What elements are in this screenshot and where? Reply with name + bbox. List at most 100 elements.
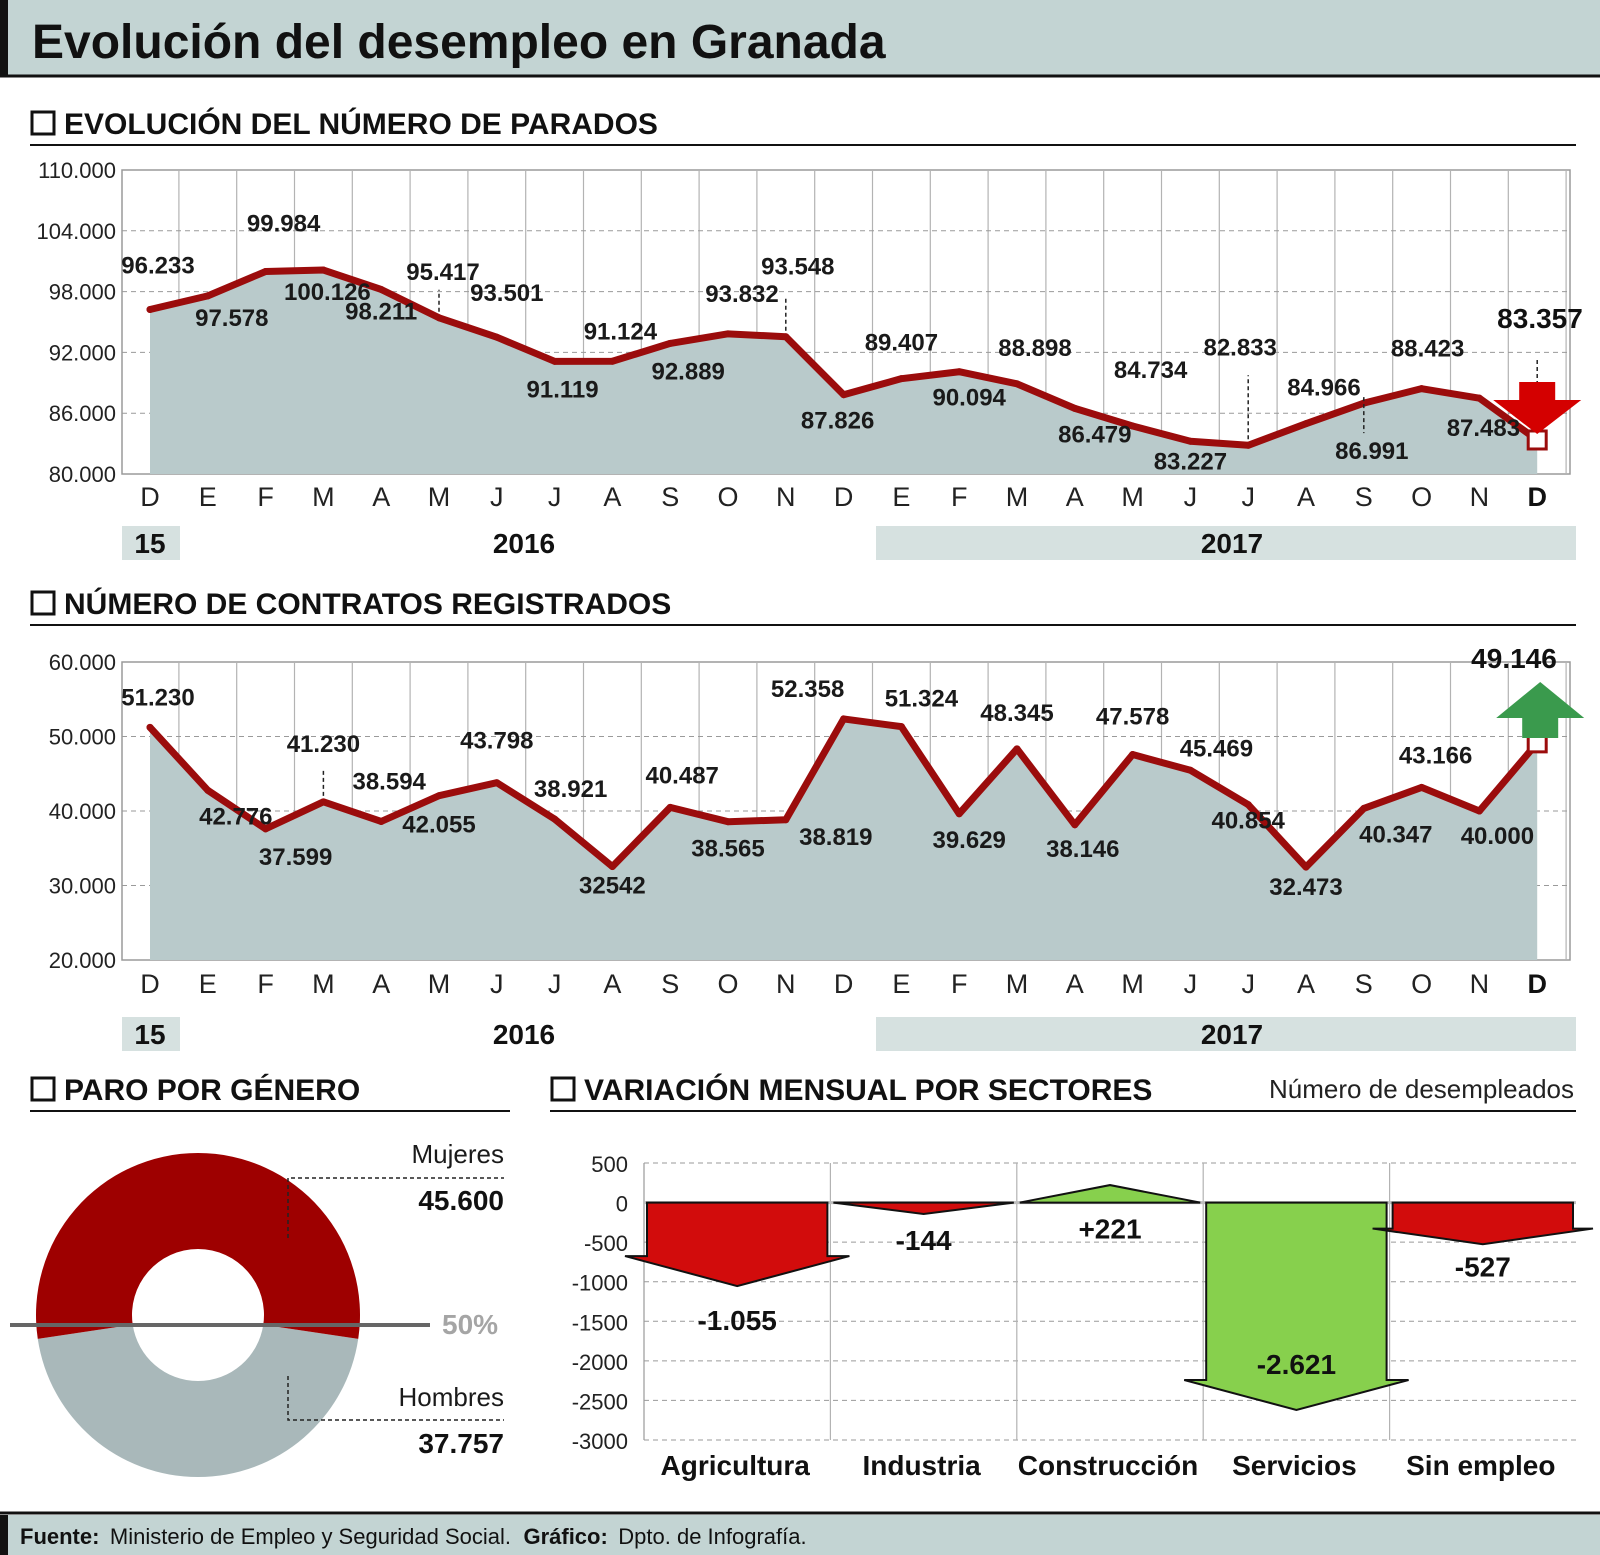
month-label: N [776,969,796,999]
mujeres-leader-line [287,1177,504,1238]
hombres-leader-line [287,1376,504,1421]
section-marker-icon [550,1076,576,1102]
data-point [724,330,732,338]
month-label: J [1241,482,1255,512]
title-accent-bar [0,0,8,76]
data-label: 93.832 [705,281,778,308]
month-label: F [951,969,968,999]
data-label: 99.984 [247,210,321,237]
footer-source-label: Fuente: [20,1524,99,1549]
footer-credits: Fuente: Ministerio de Empleo y Seguridad… [20,1524,807,1549]
data-label: 37.599 [259,844,332,871]
month-label: F [257,969,274,999]
month-label: D [834,969,854,999]
data-point [897,375,905,383]
mujeres-label: Mujeres [412,1139,504,1169]
data-label: 43.798 [460,728,533,755]
data-label: 92.889 [651,358,724,385]
data-point [1360,399,1368,407]
month-label: E [892,969,910,999]
data-label: 100.126 [284,279,371,306]
data-label: 38.146 [1046,836,1119,863]
sector-bar [1372,1201,1594,1246]
month-label: E [199,969,217,999]
sector-bar [1019,1184,1201,1204]
data-point [1129,422,1137,430]
year-band-2017 [876,526,1576,560]
sectores-chart-subtitle: Número de desempleados [1269,1074,1574,1104]
mujeres-value: 45.600 [418,1185,504,1216]
y-tick-label: 80.000 [49,462,116,487]
year-band-2015 [122,1017,180,1051]
y-tick-label: 92.000 [49,340,116,365]
contratos-area-chart: 60.000 50.000 40.000 30.000 20.000 51.230 42.7… [49,643,1585,1051]
pie-slice-hombres [37,1324,359,1477]
data-point [551,357,559,365]
data-point [782,816,790,824]
month-label: J [548,969,562,999]
data-label: 32.473 [1269,874,1342,901]
data-point [666,803,674,811]
footer-graphic-label: Gráfico: [523,1524,607,1549]
sector-bar [624,1201,850,1288]
month-label: A [372,969,390,999]
data-label: 38.594 [352,768,426,795]
month-label: M [312,969,335,999]
sector-value-label: -144 [896,1225,952,1256]
month-label: O [1411,482,1432,512]
data-point [204,786,212,794]
data-point [493,779,501,787]
month-label: D [140,969,160,999]
data-point [1418,783,1426,791]
sectores-bar-chart: 500 0 -500 -1000 -1500 -2000 -2500 -3000 -1.055 A… [572,1152,1594,1481]
hombres-label: Hombres [399,1382,504,1412]
y-tick-label: -2000 [572,1350,628,1375]
month-label: A [1066,482,1084,512]
data-label: 87.483 [1447,415,1520,442]
month-label: S [661,969,679,999]
year-band-2015 [122,526,180,560]
section-marker-icon [30,1076,56,1102]
month-label: M [1121,969,1144,999]
data-point [1013,380,1021,388]
data-label: 38.819 [799,824,872,851]
month-label: M [1006,969,1029,999]
month-label: S [1355,969,1373,999]
data-label: 52.358 [771,676,844,703]
month-label: S [661,482,679,512]
month-label: J [1241,969,1255,999]
data-point [1475,394,1483,402]
data-point [146,306,154,314]
month-label: N [776,482,796,512]
data-point [840,391,848,399]
data-point [262,825,270,833]
data-point [493,333,501,341]
month-label: A [603,969,621,999]
genero-donut-chart: 50% Mujeres 45.600 Hombres 37.757 [10,1139,504,1477]
data-point [608,863,616,871]
data-point [840,715,848,723]
data-point [319,798,327,806]
month-label: A [1297,969,1315,999]
month-label: A [1297,482,1315,512]
last-value-label: 83.357 [1497,303,1583,334]
data-point [319,266,327,274]
y-tick-label: -2500 [572,1389,628,1414]
month-label: M [428,969,451,999]
trend-up-arrow-icon [1496,682,1585,738]
data-point [551,815,559,823]
month-label: M [312,482,335,512]
paro-chart-title: EVOLUCIÓN DEL NÚMERO DE PARADOS [64,107,658,141]
section-marker-icon [30,590,56,616]
sector-value-label: +221 [1078,1214,1141,1245]
month-label: O [1411,969,1432,999]
month-label: E [199,482,217,512]
sector-bar [1183,1201,1409,1412]
data-point [377,817,385,825]
data-point [262,267,270,275]
data-label: 86.479 [1058,421,1131,448]
month-label: J [490,969,504,999]
data-label: 42.055 [402,812,475,839]
